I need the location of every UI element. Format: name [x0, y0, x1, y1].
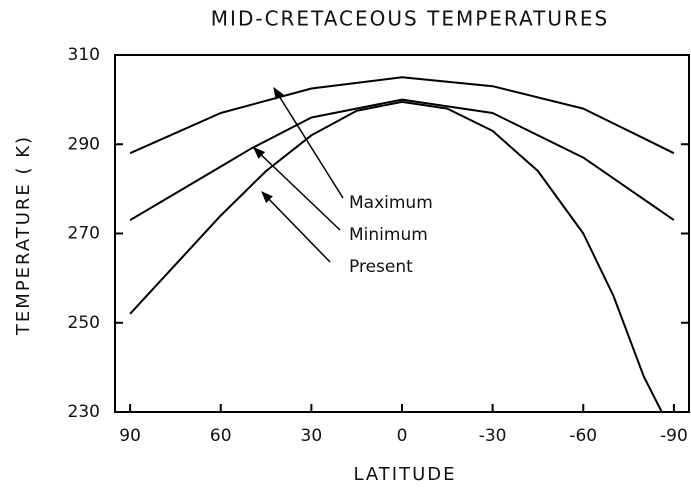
x-tick-label: 60 — [210, 426, 232, 446]
series-line — [129, 98, 675, 221]
x-axis-label: LATITUDE — [353, 464, 456, 485]
y-tick-label: 270 — [68, 224, 100, 244]
series-annotation: Maximum — [349, 193, 433, 213]
series-line — [129, 100, 663, 412]
y-tick-label: 250 — [68, 313, 100, 333]
y-tick-label: 310 — [68, 45, 100, 65]
y-tick-label: 230 — [68, 402, 100, 422]
x-tick-label: -30 — [479, 426, 507, 446]
plot-area — [129, 76, 675, 412]
annotation-arrow — [261, 191, 331, 263]
annotation-arrow — [273, 86, 344, 199]
y-axis-label: TEMPERATURE ( K) — [13, 135, 34, 336]
y-tick-label: 290 — [68, 134, 100, 154]
chart-title: MID-CRETACEOUS TEMPERATURES — [211, 7, 609, 31]
series-annotation: Present — [349, 257, 413, 277]
x-tick-label: 90 — [119, 426, 141, 446]
annotation-arrow — [253, 147, 341, 231]
series-line — [129, 76, 675, 155]
x-tick-label: 30 — [301, 426, 323, 446]
x-tick-label: 0 — [397, 426, 408, 446]
series-annotation: Minimum — [349, 225, 428, 245]
x-tick-label: -90 — [660, 426, 688, 446]
x-tick-label: -60 — [569, 426, 597, 446]
